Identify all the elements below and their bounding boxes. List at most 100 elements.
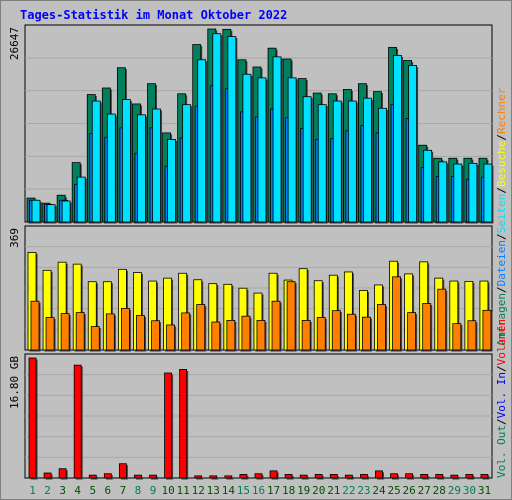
legend-entry: Rechner — [495, 87, 508, 134]
bar-seiten-day-22 — [347, 100, 357, 223]
bar-volumen-day-13 — [209, 475, 218, 479]
bar-rechner-day-19 — [301, 320, 311, 351]
bar-volumen-day-12 — [194, 475, 203, 479]
x-tick-label-28: 28 — [433, 484, 446, 497]
x-tick-label-8: 8 — [135, 484, 142, 497]
bar-volumen-day-30 — [465, 474, 474, 479]
x-tick-label-13: 13 — [207, 484, 220, 497]
bar-volumen-day-29 — [450, 474, 459, 479]
legend-entry: Dateien — [495, 240, 508, 286]
chart-title: Tages-Statistik im Monat Oktober 2022 — [20, 8, 287, 22]
bar-volumen-day-20 — [314, 474, 323, 479]
bar-seiten-day-1 — [31, 199, 41, 223]
bar-rechner-day-10 — [166, 324, 175, 351]
chart-panels: 26647 369 16.80 GB — [8, 24, 494, 480]
x-tick-label-19: 19 — [297, 484, 310, 497]
bar-rechner-day-23 — [362, 316, 371, 351]
bar-volumen-day-21 — [329, 474, 338, 479]
bar-volumen-day-18 — [284, 474, 293, 479]
x-tick-label-15: 15 — [237, 484, 250, 497]
x-tick-label-7: 7 — [120, 484, 127, 497]
panel-visits-max-label: 369 — [8, 228, 21, 248]
bar-volumen-day-14 — [224, 475, 233, 479]
bar-rechner-day-4 — [75, 312, 85, 351]
bar-rechner-day-24 — [377, 304, 386, 351]
x-tick-label-6: 6 — [105, 484, 112, 497]
bar-seiten-day-31 — [483, 163, 493, 223]
bar-volumen-day-3 — [58, 468, 67, 479]
bar-seiten-day-25 — [393, 55, 402, 223]
bar-rechner-day-9 — [151, 320, 160, 351]
bar-seiten-day-21 — [332, 100, 342, 223]
bar-rechner-day-11 — [181, 312, 191, 351]
x-tick-label-4: 4 — [74, 484, 81, 497]
bar-rechner-day-6 — [105, 313, 115, 351]
x-tick-label-30: 30 — [463, 484, 476, 497]
x-tick-label-20: 20 — [312, 484, 325, 497]
bar-rechner-day-3 — [60, 313, 70, 351]
legendTop-text: Anfragen/Dateien/Seiten/Besuche/Rechner — [495, 87, 508, 346]
bar-rechner-day-5 — [90, 326, 100, 351]
bar-volumen-day-10 — [164, 372, 172, 479]
bar-seiten-day-3 — [61, 200, 71, 223]
bar-rechner-day-16 — [256, 320, 266, 351]
bar-shadow — [196, 477, 204, 480]
bar-rechner-day-18 — [286, 281, 296, 351]
legend-entry: Volumen — [495, 319, 508, 365]
bar-rechner-day-12 — [196, 304, 206, 351]
bar-rechner-day-17 — [271, 300, 281, 351]
bar-seiten-day-20 — [317, 104, 327, 223]
bar-volumen-day-2 — [43, 472, 52, 479]
bar-volumen-day-17 — [269, 470, 278, 479]
legend-entry: / — [495, 187, 508, 194]
x-tick-label-31: 31 — [478, 484, 491, 497]
bar-seiten-day-5 — [91, 100, 101, 223]
legend-entry: Vol. In — [495, 372, 508, 418]
bar-rechner-day-25 — [392, 276, 401, 351]
bar-seiten-day-6 — [106, 113, 116, 223]
panel-visits: 369 — [8, 225, 493, 352]
x-tick-label-14: 14 — [222, 484, 236, 497]
bar-seiten-day-15 — [242, 73, 252, 223]
x-tick-label-17: 17 — [267, 484, 280, 497]
legendBottom-text: Vol. Out/Vol. In/Volumen — [495, 319, 508, 478]
legend-entry: / — [495, 365, 508, 372]
x-axis-day-labels: 1 2 3 4 5 6 7 8 9 10 11 12 13 14 15 16 17 18 19 20 21 22 23 24 2… — [29, 484, 491, 497]
bar-volumen-day-28 — [435, 474, 444, 479]
bar-rechner-day-28 — [437, 288, 447, 351]
bar-volumen-day-7 — [118, 463, 127, 479]
legend-entry: Seiten — [495, 194, 508, 234]
bar-seiten-day-4 — [76, 176, 86, 223]
legend-entry: / — [495, 418, 508, 425]
panel-requests-max-label: 26647 — [8, 27, 21, 60]
bar-rechner-day-21 — [331, 310, 341, 351]
legend-entry: / — [495, 233, 508, 240]
x-tick-label-16: 16 — [252, 484, 265, 497]
bar-seiten-day-7 — [121, 99, 131, 223]
bar-volumen-day-25 — [390, 473, 398, 479]
panel-volume: 16.80 GB — [8, 353, 493, 480]
bar-rechner-day-15 — [241, 315, 251, 351]
x-tick-label-23: 23 — [357, 484, 370, 497]
bar-rechner-day-27 — [422, 303, 432, 351]
x-tick-label-2: 2 — [44, 484, 51, 497]
bar-rechner-day-31 — [482, 309, 492, 351]
bar-seiten-day-17 — [272, 56, 282, 223]
bar-seiten-day-26 — [408, 65, 418, 223]
bar-volumen-day-1 — [28, 357, 37, 479]
x-tick-label-5: 5 — [89, 484, 96, 497]
bar-rechner-day-20 — [316, 317, 326, 351]
panel-requests: 26647 — [8, 24, 494, 224]
x-tick-label-10: 10 — [161, 484, 174, 497]
x-tick-label-25: 25 — [387, 484, 400, 497]
bar-rechner-day-1 — [30, 300, 40, 351]
bar-rechner-day-30 — [467, 320, 477, 351]
bar-rechner-day-8 — [136, 315, 145, 351]
x-tick-label-27: 27 — [418, 484, 431, 497]
legend-entry: Besuche — [495, 141, 508, 187]
bar-seiten-day-13 — [212, 33, 222, 223]
bar-volumen-day-16 — [254, 473, 263, 479]
x-tick-label-9: 9 — [150, 484, 157, 497]
x-tick-label-3: 3 — [59, 484, 66, 497]
